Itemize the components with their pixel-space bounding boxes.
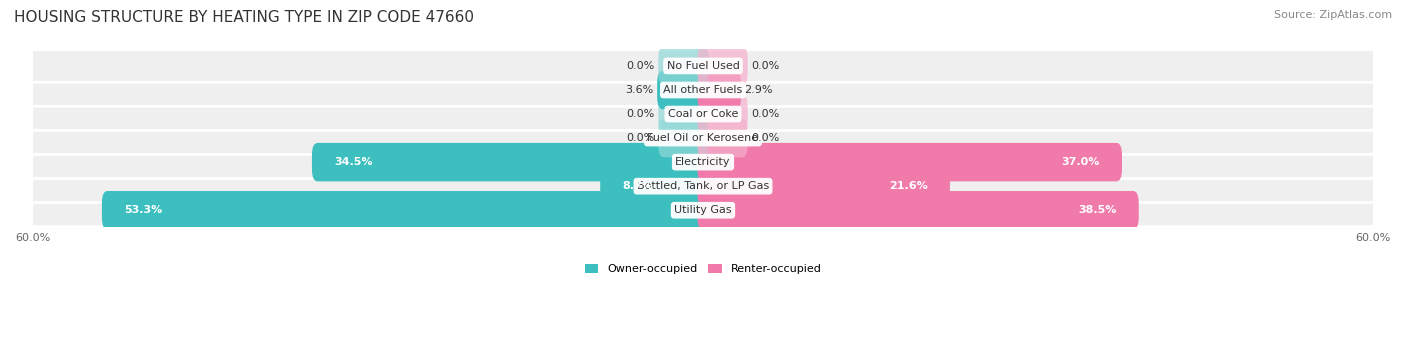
FancyBboxPatch shape — [658, 119, 709, 157]
Text: All other Fuels: All other Fuels — [664, 85, 742, 95]
Text: 2.9%: 2.9% — [744, 85, 773, 95]
FancyBboxPatch shape — [600, 167, 709, 205]
Text: Electricity: Electricity — [675, 157, 731, 167]
Text: 0.0%: 0.0% — [751, 133, 779, 143]
Text: 0.0%: 0.0% — [627, 61, 655, 71]
FancyBboxPatch shape — [30, 74, 1376, 106]
FancyBboxPatch shape — [30, 170, 1376, 203]
FancyBboxPatch shape — [697, 191, 1139, 229]
FancyBboxPatch shape — [658, 95, 709, 133]
FancyBboxPatch shape — [30, 49, 1376, 82]
FancyBboxPatch shape — [30, 98, 1376, 130]
FancyBboxPatch shape — [30, 122, 1376, 154]
Text: 0.0%: 0.0% — [751, 109, 779, 119]
Text: Fuel Oil or Kerosene: Fuel Oil or Kerosene — [647, 133, 759, 143]
Text: 37.0%: 37.0% — [1062, 157, 1099, 167]
FancyBboxPatch shape — [697, 167, 950, 205]
FancyBboxPatch shape — [30, 194, 1376, 226]
Text: 34.5%: 34.5% — [335, 157, 373, 167]
Text: 53.3%: 53.3% — [124, 205, 163, 215]
Legend: Owner-occupied, Renter-occupied: Owner-occupied, Renter-occupied — [581, 259, 825, 279]
FancyBboxPatch shape — [30, 146, 1376, 178]
Text: 21.6%: 21.6% — [889, 181, 928, 191]
Text: 3.6%: 3.6% — [626, 85, 654, 95]
FancyBboxPatch shape — [657, 71, 709, 109]
FancyBboxPatch shape — [697, 71, 741, 109]
Text: Utility Gas: Utility Gas — [675, 205, 731, 215]
FancyBboxPatch shape — [697, 95, 748, 133]
FancyBboxPatch shape — [658, 47, 709, 85]
FancyBboxPatch shape — [697, 143, 1122, 181]
FancyBboxPatch shape — [697, 47, 748, 85]
Text: Bottled, Tank, or LP Gas: Bottled, Tank, or LP Gas — [637, 181, 769, 191]
Text: Coal or Coke: Coal or Coke — [668, 109, 738, 119]
Text: 0.0%: 0.0% — [627, 109, 655, 119]
Text: Source: ZipAtlas.com: Source: ZipAtlas.com — [1274, 10, 1392, 20]
Text: HOUSING STRUCTURE BY HEATING TYPE IN ZIP CODE 47660: HOUSING STRUCTURE BY HEATING TYPE IN ZIP… — [14, 10, 474, 25]
FancyBboxPatch shape — [312, 143, 709, 181]
Text: 0.0%: 0.0% — [751, 61, 779, 71]
Text: 8.7%: 8.7% — [623, 181, 654, 191]
FancyBboxPatch shape — [697, 119, 748, 157]
FancyBboxPatch shape — [101, 191, 709, 229]
Text: 38.5%: 38.5% — [1078, 205, 1116, 215]
Text: 0.0%: 0.0% — [627, 133, 655, 143]
Text: No Fuel Used: No Fuel Used — [666, 61, 740, 71]
